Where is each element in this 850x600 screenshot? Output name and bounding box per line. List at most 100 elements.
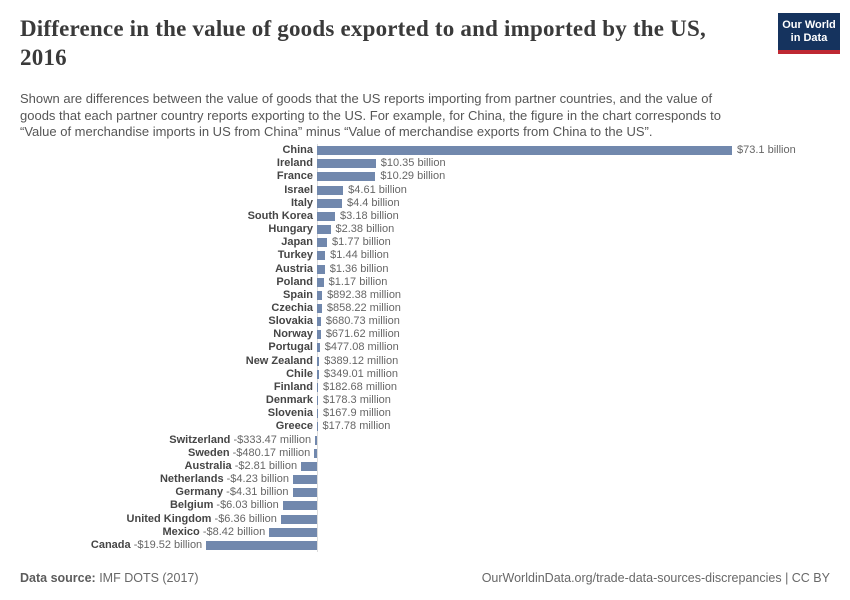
page-title: Difference in the value of goods exporte…	[20, 14, 765, 72]
country-label: Spain	[283, 288, 313, 301]
bar-israel[interactable]	[317, 185, 344, 195]
data-source-value: IMF DOTS (2017)	[95, 571, 199, 585]
chart-row: Czechia $858.22 million	[0, 302, 850, 315]
value-label: $182.68 million	[323, 380, 398, 393]
chart-row: Denmark $178.3 million	[0, 394, 850, 407]
value-label: $680.73 million	[325, 315, 400, 328]
bar-portugal[interactable]	[317, 343, 320, 353]
bar-greece[interactable]	[317, 422, 318, 432]
country-label: Australia	[184, 459, 235, 472]
country-label: Japan	[281, 236, 313, 249]
value-label: $10.35 billion	[380, 157, 446, 170]
chart-row: France $10.29 billion	[0, 170, 850, 183]
country-value-label: Germany -$4.31 billion	[175, 486, 288, 499]
owid-logo-line-1: Our World	[782, 19, 836, 31]
country-value-label: Switzerland -$333.47 million	[169, 434, 311, 447]
chart-row: Ireland $10.35 billion	[0, 157, 850, 170]
bar-sweden[interactable]	[314, 448, 317, 458]
bar-south-korea[interactable]	[317, 211, 336, 221]
chart-row: China $73.1 billion	[0, 144, 850, 157]
country-value-label: Belgium -$6.03 billion	[170, 499, 279, 512]
value-label: $3.18 billion	[340, 209, 399, 222]
country-label: Ireland	[276, 157, 313, 170]
bar-turkey[interactable]	[317, 251, 326, 261]
bar-chile[interactable]	[317, 369, 319, 379]
value-label: $858.22 million	[326, 302, 401, 314]
bar-ireland[interactable]	[317, 159, 376, 169]
bar-slovenia[interactable]	[317, 409, 318, 419]
country-label: Belgium	[169, 499, 217, 512]
chart-row: Slovakia $680.73 million	[0, 315, 850, 328]
country-label: France	[276, 170, 313, 183]
country-label: Hungary	[268, 223, 313, 236]
bar-finland[interactable]	[317, 382, 319, 392]
value-label: -$4.23 billion	[226, 473, 289, 486]
country-label: Czechia	[271, 302, 313, 314]
chart-subtitle: Shown are differences between the value …	[20, 91, 835, 141]
country-label: Canada	[90, 538, 134, 551]
value-label: -$2.81 billion	[234, 459, 298, 472]
bar-australia[interactable]	[301, 461, 317, 471]
country-value-label: Canada -$19.52 billion	[91, 539, 202, 552]
country-label: Mexico	[162, 525, 203, 538]
country-label: China	[282, 144, 313, 157]
bar-germany[interactable]	[292, 488, 317, 498]
bar-spain[interactable]	[317, 290, 323, 300]
country-label: Finland	[273, 380, 313, 393]
bar-czechia[interactable]	[317, 304, 322, 313]
bar-italy[interactable]	[317, 198, 342, 208]
bar-denmark[interactable]	[317, 396, 318, 406]
bar-poland[interactable]	[317, 277, 324, 287]
value-label: -$480.17 million	[232, 446, 311, 459]
value-label: $2.38 billion	[335, 223, 395, 236]
country-label: Italy	[290, 196, 313, 209]
bar-chart-area: China $73.1 billion Ireland $10.35 billion F…	[0, 144, 850, 552]
credit-note: OurWorldinData.org/trade-data-sources-di…	[481, 571, 830, 585]
bar-norway[interactable]	[317, 330, 321, 340]
subtitle-line-1: Shown are differences between the value …	[20, 91, 713, 106]
bar-china[interactable]	[317, 146, 732, 156]
chart-row: Sweden -$480.17 million	[0, 447, 850, 460]
country-label: Netherlands	[159, 473, 227, 486]
country-label: Norway	[273, 328, 313, 341]
value-label: $4.61 billion	[348, 183, 407, 196]
bar-japan[interactable]	[317, 238, 328, 248]
chart-row: Israel $4.61 billion	[0, 183, 850, 196]
value-label: -$6.03 billion	[216, 499, 279, 512]
bar-slovakia[interactable]	[317, 317, 321, 327]
bar-united-kingdom[interactable]	[280, 514, 317, 524]
bar-canada[interactable]	[206, 540, 317, 550]
bar-austria[interactable]	[317, 264, 325, 274]
chart-row: Portugal $477.08 million	[0, 341, 850, 354]
subtitle-line-3: “Value of merchandise imports in US from…	[20, 124, 653, 139]
country-label: Israel	[284, 183, 313, 196]
chart-row: New Zealand $389.12 million	[0, 355, 850, 368]
value-label: $892.38 million	[327, 288, 402, 301]
country-label: Denmark	[265, 394, 313, 407]
country-value-label: Mexico -$8.42 billion	[162, 526, 265, 539]
bar-netherlands[interactable]	[292, 475, 317, 485]
value-label: $178.3 million	[323, 394, 391, 407]
chart-row: Hungary $2.38 billion	[0, 223, 850, 236]
value-label: -$4.31 billion	[226, 486, 289, 499]
value-label: -$333.47 million	[233, 433, 312, 446]
data-source-note: Data source: IMF DOTS (2017)	[20, 571, 199, 585]
chart-row: Australia -$2.81 billion	[0, 460, 850, 473]
chart-row: Norway $671.62 million	[0, 328, 850, 341]
bar-france[interactable]	[317, 172, 376, 182]
chart-row: Netherlands -$4.23 billion	[0, 473, 850, 486]
bar-switzerland[interactable]	[315, 435, 317, 445]
country-label: Sweden	[188, 446, 233, 459]
value-label: $73.1 billion	[737, 144, 796, 157]
country-label: New Zealand	[245, 354, 313, 367]
country-label: Poland	[276, 275, 313, 288]
bar-hungary[interactable]	[317, 225, 331, 235]
country-label: Switzerland	[169, 433, 234, 446]
chart-row: United Kingdom -$6.36 billion	[0, 513, 850, 526]
bar-belgium[interactable]	[282, 501, 317, 511]
bar-new-zealand[interactable]	[317, 356, 320, 366]
country-value-label: Netherlands -$4.23 billion	[160, 473, 289, 486]
bar-mexico[interactable]	[269, 527, 317, 537]
value-label: $167.9 million	[322, 407, 391, 420]
